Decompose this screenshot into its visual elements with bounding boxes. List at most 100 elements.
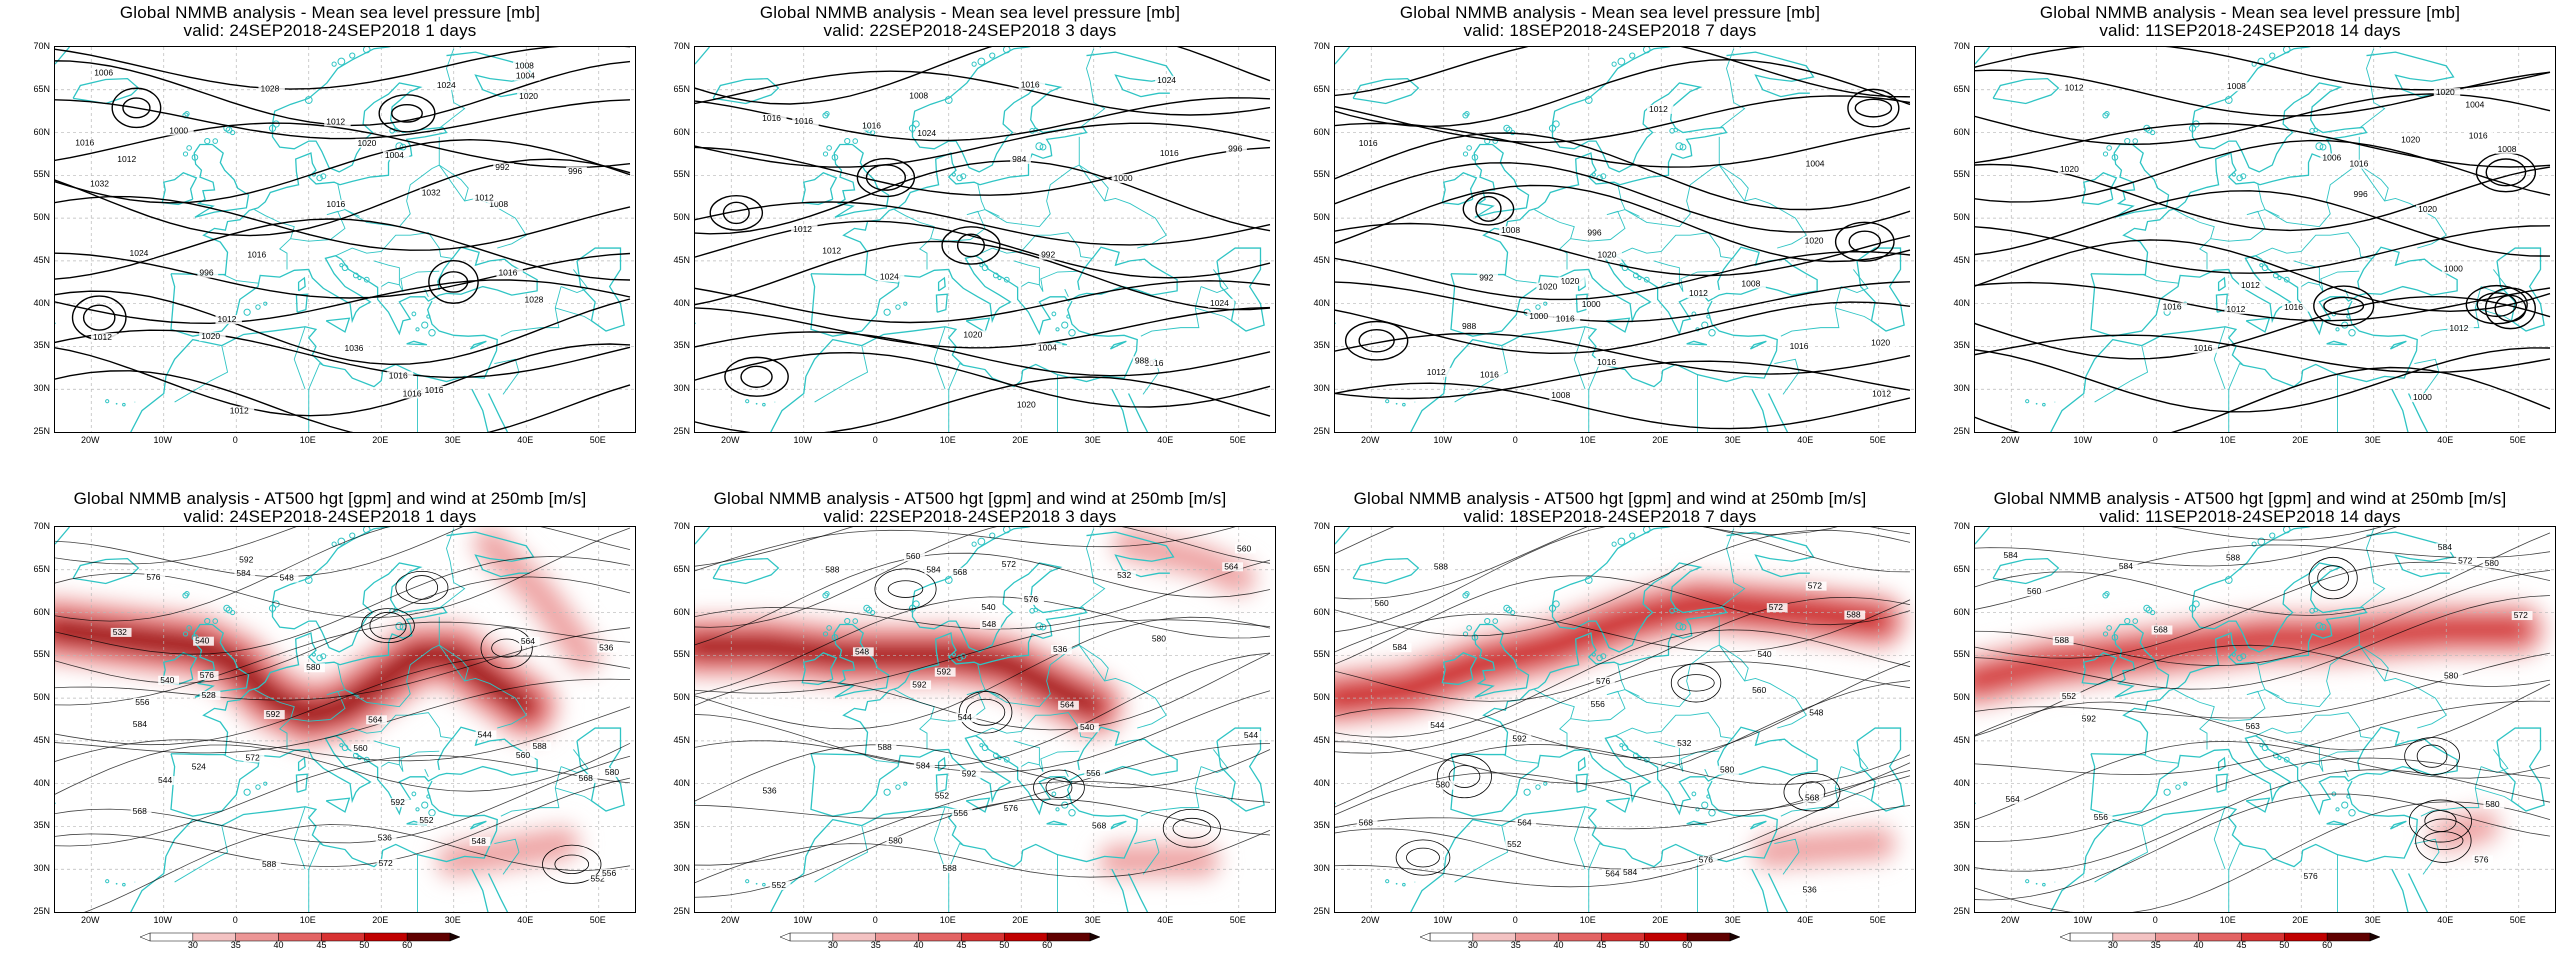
- panel-title: Global NMMB analysis - Mean sea level pr…: [660, 4, 1280, 40]
- longitude-tick-label: 50E: [589, 435, 606, 445]
- colorbar-tick-label: 30: [1467, 940, 1478, 950]
- contour-label: 548: [855, 646, 869, 656]
- contour-label: 1024: [129, 248, 148, 258]
- contour-label: 1020: [519, 91, 538, 101]
- longitude-tick-label: 10E: [939, 435, 956, 445]
- latitude-tick-label: 70N: [673, 41, 690, 51]
- latitude-tick-label: 70N: [33, 41, 50, 51]
- contour-label: 1004: [385, 150, 404, 160]
- longitude-tick-label: 50E: [1229, 435, 1246, 445]
- latitude-tick-label: 65N: [1313, 563, 1330, 574]
- map-frame: 532 536 540 544 548 552 556 560 564 568 572 576 580 5…: [1334, 526, 1916, 913]
- contour-label: 988: [1135, 355, 1149, 365]
- contour-label: 532: [1117, 570, 1131, 580]
- latitude-tick-label: 30N: [1953, 863, 1970, 874]
- panel-title-main: Global NMMB analysis - Mean sea level pr…: [1399, 3, 1821, 22]
- contour-label: 996: [568, 166, 582, 176]
- latitude-tick-label: 40N: [1313, 777, 1330, 788]
- contour-label: 572: [246, 752, 260, 762]
- contour-label: 556: [1086, 768, 1100, 778]
- longitude-tick-label: 50E: [1869, 915, 1886, 925]
- contour-label: 580: [605, 767, 619, 777]
- longitude-tick-label: 10W: [2073, 915, 2092, 925]
- contour-label: 1016: [2284, 302, 2303, 312]
- contour-label: 572: [1808, 581, 1822, 591]
- map-canvas: 532 536 540 544 548 552 556 560 564 568 572 576 580 5…: [1335, 527, 1915, 912]
- contour-label: 996: [2354, 189, 2368, 199]
- latitude-tick-label: 40N: [673, 777, 690, 788]
- contour-label: 572: [1769, 602, 1783, 612]
- longitude-tick-label: 0: [2152, 435, 2158, 445]
- latitude-tick-label: 40N: [33, 777, 50, 788]
- contour-label: 1016: [1790, 341, 1809, 351]
- longitude-tick-label: 40E: [1157, 435, 1174, 445]
- contour-label: 1004: [516, 71, 535, 81]
- contour-label: 1004: [1806, 158, 1825, 168]
- contour-label: 1016: [1359, 138, 1378, 148]
- contour-label: 588: [1434, 562, 1448, 572]
- contour-label: 572: [379, 858, 393, 868]
- longitude-tick-label: 50E: [1229, 915, 1246, 925]
- contour-label: 1012: [2241, 280, 2260, 290]
- contour-label: 568: [2154, 624, 2168, 634]
- contour-label: 536: [378, 833, 392, 843]
- contour-label: 568: [1359, 817, 1373, 827]
- contour-label: 548: [982, 619, 996, 629]
- longitude-tick-label: 20W: [80, 435, 100, 445]
- contour-label: 1012: [230, 405, 249, 415]
- contour-label: 1036: [345, 343, 364, 353]
- longitude-tick-label: 40E: [2437, 915, 2454, 925]
- longitude-tick-label: 20E: [1012, 915, 1029, 925]
- contour-label: 564: [1517, 818, 1531, 828]
- contour-label: 588: [262, 859, 276, 869]
- panel-title: Global NMMB analysis - Mean sea level pr…: [1300, 4, 1920, 40]
- contour-label: 588: [2226, 552, 2240, 562]
- latitude-tick-label: 55N: [673, 169, 690, 180]
- latitude-tick-label: 45N: [1313, 734, 1330, 745]
- contour-label: 560: [2027, 586, 2041, 596]
- contour-label: 1016: [2194, 343, 2213, 353]
- contour-label: 1000: [1582, 299, 1601, 309]
- latitude-tick-label: 50N: [1313, 212, 1330, 223]
- map-frame: 1000 1006 1012 1016 996 1000 1004 1008 1012 1016 1…: [1974, 46, 2556, 433]
- latitude-tick-label: 35N: [1313, 820, 1330, 831]
- contour-label: 1024: [917, 128, 936, 138]
- longitude-tick-label: 0: [232, 915, 238, 925]
- longitude-tick-label: 10W: [153, 435, 172, 445]
- colorbar-tick-label: 45: [316, 940, 327, 950]
- latitude-tick-label: 45N: [1953, 734, 1970, 745]
- contour-label: 1020: [1598, 250, 1617, 260]
- contour-label: 1012: [793, 224, 812, 234]
- longitude-tick-label: 0: [872, 915, 878, 925]
- longitude-tick-label: 10E: [939, 915, 956, 925]
- longitude-tick-label: 0: [872, 435, 878, 445]
- hgt-wind-panel-1: Global NMMB analysis - AT500 hgt [gpm] a…: [20, 480, 640, 960]
- longitude-tick-label: 20E: [2292, 435, 2309, 445]
- colorbar-tick-label: 60: [402, 940, 413, 950]
- contour-label: 1016: [1480, 369, 1499, 379]
- contour-label: 572: [1002, 559, 1016, 569]
- longitude-tick-label: 20E: [1652, 435, 1669, 445]
- contour-label: 584: [916, 760, 930, 770]
- contour-label: 540: [195, 636, 209, 646]
- contour-label: 1016: [1556, 313, 1575, 323]
- contour-label: 568: [579, 773, 593, 783]
- colorbar-tick-label: 40: [913, 940, 924, 950]
- colorbar-tick-label: 60: [1682, 940, 1693, 950]
- contour-label: 1016: [326, 199, 345, 209]
- contour-label: 992: [1041, 250, 1055, 260]
- latitude-tick-label: 35N: [673, 820, 690, 831]
- contour-label: 1016: [389, 370, 408, 380]
- latitude-tick-label: 65N: [1953, 563, 1970, 574]
- contour-label: 592: [937, 667, 951, 677]
- longitude-tick-label: 10W: [793, 915, 812, 925]
- contour-label: 1008: [2498, 144, 2517, 154]
- mslp-panel-1: Global NMMB analysis - Mean sea level pr…: [20, 0, 640, 470]
- contour-label: 552: [419, 815, 433, 825]
- panel-title-main: Global NMMB analysis - AT500 hgt [gpm] a…: [713, 489, 1227, 508]
- contour-label: 1012: [217, 314, 236, 324]
- contour-label: 560: [1752, 685, 1766, 695]
- contour-label: 536: [599, 642, 613, 652]
- longitude-tick-label: 0: [1512, 915, 1518, 925]
- longitude-tick-label: 30E: [444, 915, 461, 925]
